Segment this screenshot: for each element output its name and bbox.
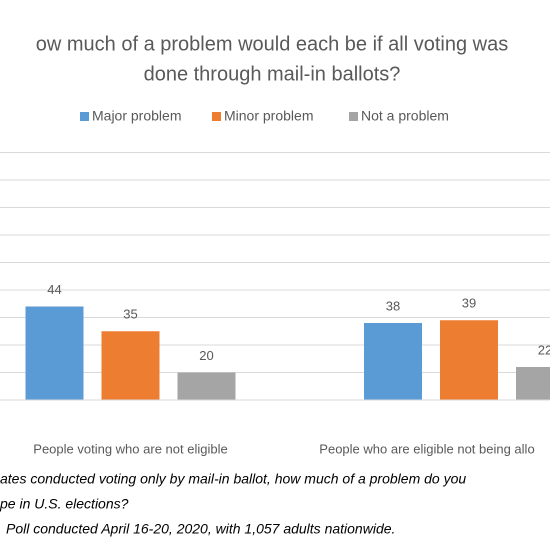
bar <box>101 331 160 400</box>
bar <box>25 306 84 400</box>
footnote: Poll conducted April 16-20, 2020, with 1… <box>6 521 395 537</box>
legend-label: Minor problem <box>224 108 313 124</box>
bar <box>440 320 498 400</box>
legend-label: Major problem <box>92 108 181 124</box>
x-tick-label: People who are eligible not being allo <box>319 441 534 456</box>
data-label: 20 <box>199 348 213 363</box>
footnote: ates conducted voting only by mail-in ba… <box>0 471 466 487</box>
data-label: 35 <box>123 307 137 322</box>
legend-swatch <box>80 112 89 121</box>
data-label: 39 <box>462 296 476 311</box>
bar <box>364 323 422 400</box>
chart-title: ow much of a problem would each be if al… <box>36 33 508 55</box>
footnote: pe in U.S. elections? <box>0 496 129 512</box>
legend-label: Not a problem <box>361 108 449 124</box>
legend-swatch <box>212 112 221 121</box>
data-label: 38 <box>386 298 400 313</box>
data-label: 44 <box>47 282 61 297</box>
bar <box>177 372 236 400</box>
bar <box>516 367 550 400</box>
chart-title: done through mail-in ballots? <box>144 63 401 85</box>
data-label: 22 <box>538 342 550 357</box>
x-tick-label: People voting who are not eligible <box>33 441 227 456</box>
legend-swatch <box>349 112 358 121</box>
